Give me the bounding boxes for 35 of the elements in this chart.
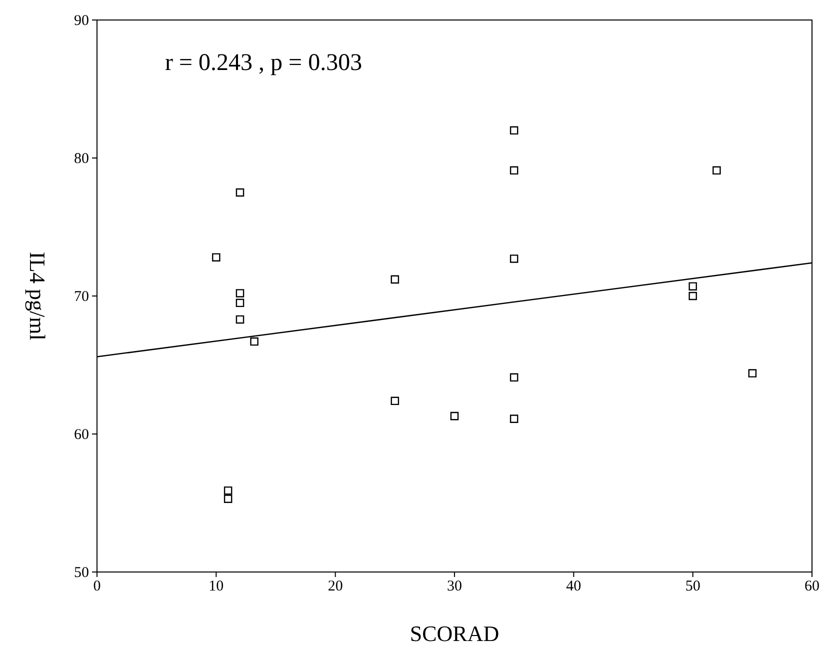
point: [212, 253, 220, 262]
point: [712, 166, 721, 175]
point: [390, 275, 400, 284]
x-tick-label: 40: [566, 578, 582, 595]
point: [390, 396, 400, 406]
x-tick-label: 20: [328, 578, 343, 595]
x-tick-label: 0: [93, 578, 101, 595]
y-tick-label: 80: [74, 150, 89, 167]
point: [688, 292, 697, 300]
y-axis-title: IL4 pg/ml: [25, 252, 50, 340]
point: [510, 166, 518, 175]
point: [236, 298, 244, 308]
y-tick-label: 60: [74, 426, 89, 443]
x-tick-label: 30: [447, 578, 462, 595]
annotation: r = 0.243 , p = 0.303: [165, 50, 362, 76]
point: [236, 315, 244, 324]
point: [510, 126, 518, 135]
point: [236, 289, 244, 298]
x-axis-title: SCORAD: [410, 621, 500, 646]
point: [224, 486, 232, 495]
point: [224, 494, 232, 503]
x-tick-label: 60: [804, 578, 820, 595]
point: [236, 188, 244, 197]
point: [250, 337, 258, 346]
x-tick-label: 10: [208, 578, 224, 595]
y-tick-label: 50: [74, 564, 89, 581]
y-tick-label: 70: [74, 288, 89, 305]
point: [688, 282, 697, 290]
point: [450, 412, 459, 420]
x-tick-label: 50: [685, 578, 700, 595]
point: [510, 373, 518, 382]
y-tick-label: 90: [74, 12, 89, 29]
point: [748, 369, 757, 378]
point: [510, 254, 518, 263]
point: [510, 414, 518, 423]
